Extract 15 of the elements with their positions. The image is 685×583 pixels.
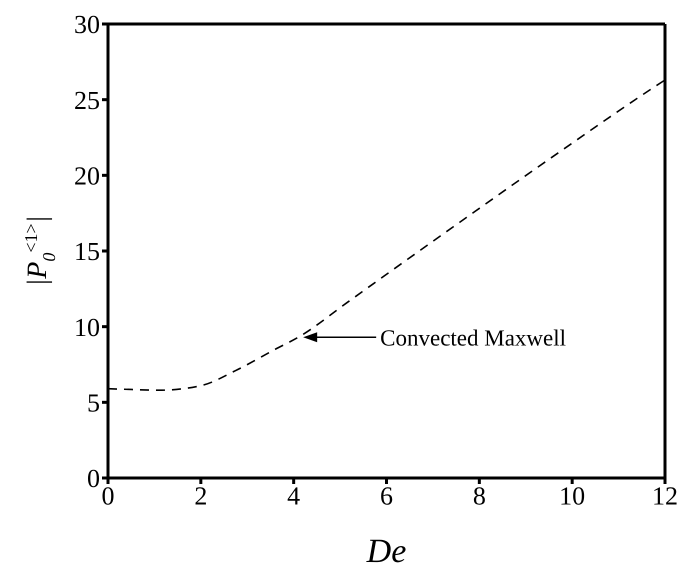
y-tick-label: 10: [74, 312, 100, 342]
y-tick-label: 15: [74, 237, 100, 266]
x-tick-label: 6: [380, 481, 393, 510]
y-tick-label: 30: [74, 10, 100, 40]
x-axis-title: De: [366, 533, 406, 570]
y-tick-label: 20: [74, 162, 100, 191]
y-tick-label: 5: [87, 388, 100, 418]
x-tick-label: 10: [559, 481, 586, 510]
x-tick-label: 4: [287, 481, 300, 510]
x-tick-label: 8: [472, 481, 486, 510]
y-axis-title: |P0<1>|: [21, 216, 59, 286]
x-tick-label: 2: [194, 481, 208, 510]
annotation: Convected Maxwell: [380, 325, 566, 350]
x-tick-label: 12: [652, 481, 678, 510]
y-tick-label: 25: [74, 86, 100, 115]
